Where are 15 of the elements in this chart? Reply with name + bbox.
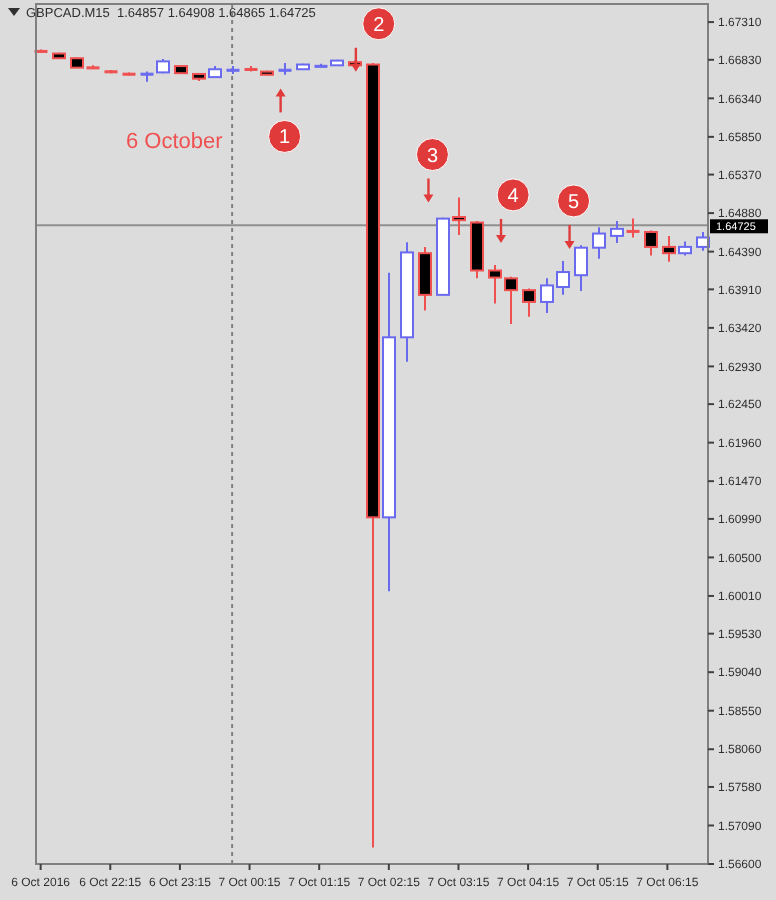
annotation: 2 <box>373 14 386 37</box>
annotation: 4 <box>507 185 520 208</box>
candlestick <box>610 219 624 244</box>
annotation: 1 <box>279 127 292 150</box>
candlestick <box>522 287 536 318</box>
candlestick <box>592 226 606 260</box>
annotation: 3 <box>426 145 439 168</box>
annotation: 6 October <box>126 130 224 154</box>
candlestick <box>470 219 484 280</box>
candlestick <box>418 245 432 312</box>
candlestick <box>644 229 658 257</box>
candlestick <box>662 234 676 263</box>
candlestick <box>452 196 466 237</box>
candlestick <box>626 217 640 239</box>
annotation: 5 <box>568 191 581 214</box>
